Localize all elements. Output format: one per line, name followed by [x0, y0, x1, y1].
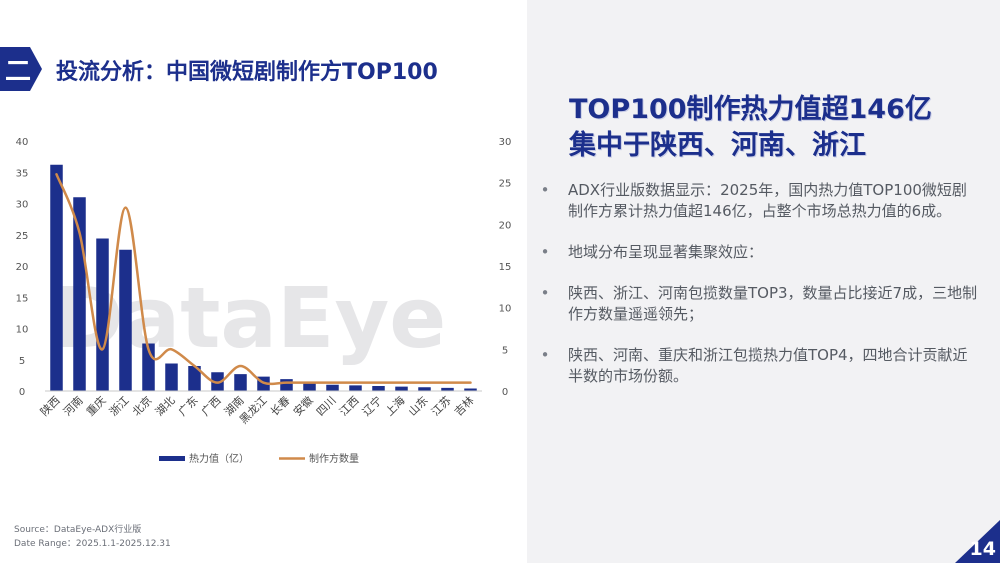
bar-湖南: [234, 374, 247, 391]
category-label: 河南: [61, 394, 86, 419]
bar-安徽: [303, 383, 316, 391]
category-label: 陕西: [37, 393, 62, 418]
category-label: 江西: [337, 394, 362, 419]
bar-浙江: [119, 249, 132, 391]
category-label: 湖北: [153, 394, 178, 419]
category-label: 长春: [268, 394, 293, 419]
bar-山东: [418, 387, 431, 391]
y-left-tick-label: 25: [16, 231, 29, 242]
bullet-item: • 陕西、河南、重庆和浙江包揽热力值TOP4，四地合计贡献近半数的市场份额。: [538, 345, 978, 387]
category-label: 辽宁: [359, 393, 384, 418]
bar-湖北: [165, 363, 178, 391]
bar-四川: [326, 384, 339, 391]
page-number: 14: [969, 538, 996, 560]
y-left-tick-label: 40: [16, 137, 29, 148]
headline-line-1: TOP100制作热力值超146亿: [569, 94, 932, 125]
section-number: 二: [4, 56, 31, 87]
bar-河南: [73, 197, 86, 391]
category-label: 广东: [176, 394, 201, 419]
bullet-item: • 地域分布呈现显著集聚效应：: [538, 242, 978, 263]
bullet-text: 陕西、浙江、河南包揽数量TOP3，数量占比接近7成，三地制作方数量遥遥领先；: [568, 284, 978, 323]
bullet-item: • ADX行业版数据显示：2025年，国内热力值TOP100微短剧制作方累计热力值…: [538, 180, 978, 222]
bar-重庆: [96, 238, 109, 391]
bullet-item: • 陕西、浙江、河南包揽数量TOP3，数量占比接近7成，三地制作方数量遥遥领先；: [538, 283, 978, 325]
bar-吉林: [464, 388, 477, 391]
section-badge: 二: [0, 47, 42, 91]
y-right-tick-label: 0: [502, 387, 508, 398]
section-badge-shape: [0, 47, 42, 91]
y-left-tick-label: 20: [16, 262, 29, 273]
category-label: 浙江: [107, 394, 132, 419]
category-label: 广西: [199, 394, 224, 419]
chart-area: DataEye 0 5 10 15 20 25 30 35 40 0 5 10 15 20 25 30 陕西…: [0, 125, 527, 470]
legend-bar-swatch: [159, 456, 185, 461]
category-label: 重庆: [83, 393, 108, 418]
bar-长春: [280, 379, 293, 391]
bullet-text: 地域分布呈现显著集聚效应：: [568, 243, 764, 261]
source-line: Source：DataEye-ADX行业版: [14, 525, 142, 535]
bullet-text: ADX行业版数据显示：2025年，国内热力值TOP100微短剧制作方累计热力值超…: [568, 181, 967, 220]
y-right-tick-label: 15: [499, 262, 512, 273]
category-label: 四川: [314, 394, 339, 419]
bar-广东: [188, 366, 201, 391]
y-left-tick-label: 30: [16, 200, 29, 211]
bullet-dot-icon: •: [540, 243, 550, 261]
y-right-tick-label: 25: [499, 179, 512, 190]
y-right-tick-label: 10: [499, 304, 512, 315]
y-left-tick-label: 15: [16, 293, 29, 304]
bullet-dot-icon: •: [540, 284, 550, 302]
category-label: 吉林: [451, 393, 476, 418]
category-label: 上海: [382, 393, 407, 418]
category-label: 安徽: [290, 393, 315, 418]
bar-line-chart: DataEye 0 5 10 15 20 25 30 35 40 0 5 10 15 20 25 30 陕西…: [16, 137, 512, 465]
category-label: 江苏: [429, 394, 454, 419]
page-title: 投流分析：中国微短剧制作方TOP100: [56, 60, 438, 85]
category-label: 北京: [129, 393, 154, 418]
y-right-tick-label: 5: [502, 345, 508, 356]
bullet-list: • ADX行业版数据显示：2025年，国内热力值TOP100微短剧制作方累计热力值…: [538, 180, 978, 407]
page-number-badge: 14: [955, 520, 1000, 563]
right-panel: [527, 0, 1000, 563]
y-left-tick-label: 0: [19, 387, 25, 398]
bullet-dot-icon: •: [540, 346, 550, 364]
headline-line-2: 集中于陕西、河南、浙江: [569, 130, 866, 161]
page-number-corner: [955, 520, 1000, 563]
watermark-text: DataEye: [54, 269, 446, 367]
bar-上海: [395, 386, 408, 391]
y-left-tick-label: 5: [19, 356, 25, 367]
y-left-tick-label: 10: [16, 325, 29, 336]
bar-江西: [349, 385, 362, 391]
legend-line-label: 制作方数量: [309, 452, 359, 465]
bar-辽宁: [372, 386, 385, 391]
category-label: 山东: [406, 394, 431, 419]
y-right-tick-label: 30: [499, 137, 512, 148]
bullet-text: 陕西、河南、重庆和浙江包揽热力值TOP4，四地合计贡献近半数的市场份额。: [568, 346, 968, 385]
bar-江苏: [441, 387, 454, 391]
bar-陕西: [50, 164, 63, 391]
y-right-tick-label: 20: [499, 220, 512, 231]
headline: TOP100制作热力值超146亿 集中于陕西、河南、浙江: [569, 92, 989, 164]
y-left-tick-label: 35: [16, 168, 29, 179]
series-line-producer-count: [55, 173, 472, 386]
source-note: Source：DataEye-ADX行业版 Date Range：2025.1.…: [14, 523, 171, 551]
bullet-dot-icon: •: [540, 181, 550, 199]
date-range: Date Range：2025.1.1-2025.12.31: [14, 539, 171, 549]
legend-bar-label: 热力值（亿）: [189, 452, 249, 465]
